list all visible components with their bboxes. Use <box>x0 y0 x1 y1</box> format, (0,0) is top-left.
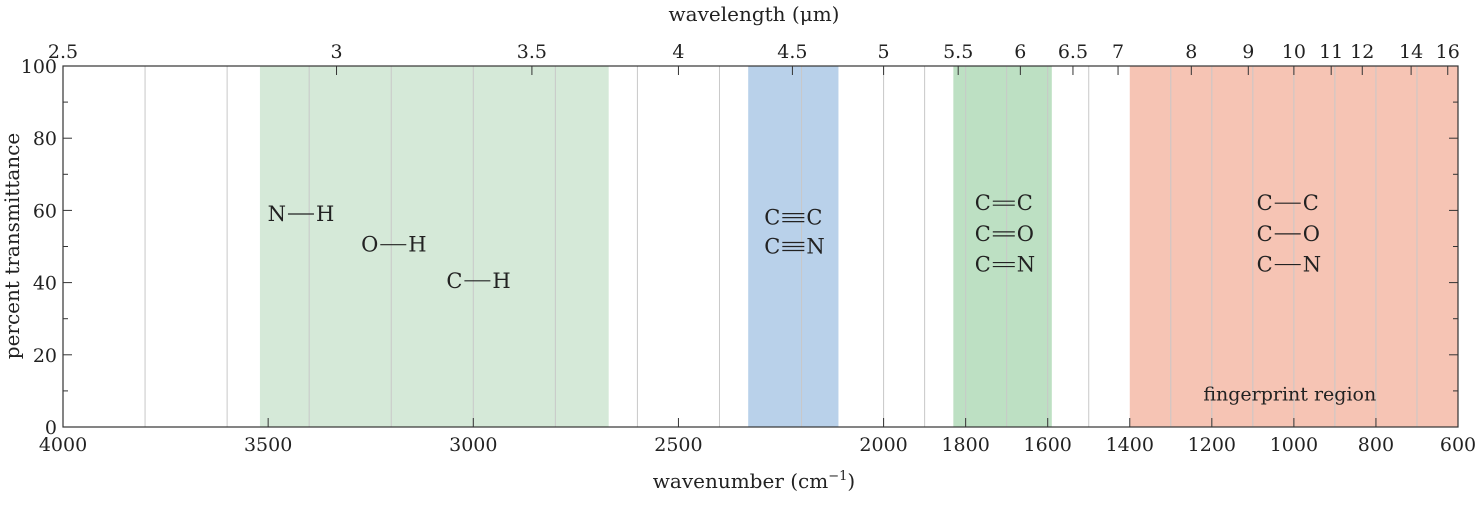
top-tick-label: 5.5 <box>943 41 973 63</box>
top-tick-label: 14 <box>1399 41 1423 63</box>
atom-left: C <box>764 206 780 230</box>
atom-right: N <box>806 235 824 259</box>
top-tick-label: 3 <box>330 41 342 63</box>
region-single-bonds-to-hydrogen <box>259 66 609 427</box>
atom-left: C <box>975 253 991 277</box>
atom-left: C <box>446 269 462 293</box>
x-tick-label: 2000 <box>859 434 907 456</box>
y-tick-label: 40 <box>33 273 57 295</box>
x-tick-label: 2500 <box>654 434 702 456</box>
y-tick-label: 60 <box>33 200 57 222</box>
top-tick-label: 12 <box>1350 41 1374 63</box>
top-tick-label: 11 <box>1319 41 1343 63</box>
top-tick-label: 7 <box>1112 41 1124 63</box>
top-tick-label: 4 <box>672 41 684 63</box>
top-tick-label: 16 <box>1436 41 1460 63</box>
atom-right: C <box>1017 191 1033 215</box>
atom-right: C <box>1303 191 1319 215</box>
top-tick-label: 8 <box>1185 41 1197 63</box>
atom-right: N <box>1303 253 1321 277</box>
atom-right: C <box>806 206 822 230</box>
atom-left: C <box>764 235 780 259</box>
top-tick-label: 6 <box>1014 41 1026 63</box>
atom-left: C <box>1257 222 1273 246</box>
x-tick-label: 3000 <box>449 434 497 456</box>
top-axis-title: wavelength (μm) <box>669 2 840 26</box>
atom-left: C <box>975 222 991 246</box>
atom-left: C <box>975 191 991 215</box>
x-tick-label: 1600 <box>1024 434 1072 456</box>
x-tick-label: 800 <box>1358 434 1394 456</box>
x-tick-label: 600 <box>1440 434 1476 456</box>
top-tick-label: 2.5 <box>48 41 78 63</box>
top-tick-label: 3.5 <box>517 41 547 63</box>
atom-right: N <box>1017 253 1035 277</box>
atom-right: H <box>316 202 334 226</box>
top-tick-label: 4.5 <box>777 41 807 63</box>
atom-right: H <box>408 233 426 257</box>
x-axis-title: wavenumber (cm−1) <box>653 469 855 493</box>
top-tick-label: 6.5 <box>1058 41 1088 63</box>
x-tick-label: 1400 <box>1106 434 1154 456</box>
y-tick-label: 20 <box>33 345 57 367</box>
absorption-regions <box>259 66 1458 427</box>
x-tick-label: 4000 <box>39 434 87 456</box>
y-tick-label: 80 <box>33 128 57 150</box>
atom-right: H <box>492 269 510 293</box>
atom-left: C <box>1257 253 1273 277</box>
x-tick-label: 1000 <box>1270 434 1318 456</box>
atom-right: O <box>1303 222 1320 246</box>
y-tick-label: 0 <box>45 417 57 439</box>
x-tick-label: 1800 <box>941 434 989 456</box>
top-tick-label: 9 <box>1242 41 1254 63</box>
atom-left: N <box>268 202 286 226</box>
y-axis-title: percent transmittance <box>0 133 24 359</box>
atom-left: C <box>1257 191 1273 215</box>
y-tick-label: 100 <box>21 56 57 78</box>
x-tick-label: 3500 <box>244 434 292 456</box>
atom-right: O <box>1017 222 1034 246</box>
top-tick-label: 10 <box>1282 41 1306 63</box>
x-tick-label: 1200 <box>1188 434 1236 456</box>
axis-ticks <box>62 65 1459 428</box>
fingerprint-region-label: fingerprint region <box>1203 384 1376 406</box>
atom-left: O <box>361 233 378 257</box>
axis-tick-labels: 4000 3500 3000 2500 2000 1800 1600 1400 1200 1000… <box>21 41 1476 456</box>
vertical-gridlines <box>144 66 1418 427</box>
bond-labels: N HO HC HC CC NC CC OC NC CC OC N <box>268 191 1322 293</box>
annotations: fingerprint region <box>1203 384 1376 406</box>
top-tick-label: 5 <box>878 41 890 63</box>
region-double-bonds <box>953 66 1052 427</box>
